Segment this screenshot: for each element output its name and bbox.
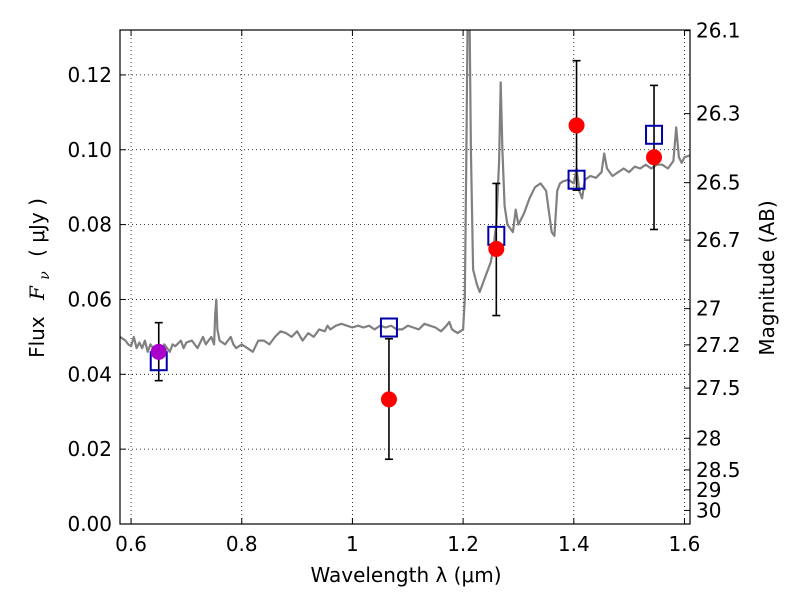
x-tick-label: 0.8 [226,532,258,556]
x-tick-label: 0.6 [115,532,147,556]
observed-point [150,343,167,360]
plot-frame [119,29,691,525]
observed-point [380,391,397,408]
x-tick-label: 1.2 [447,532,479,556]
right-tick-label: 28.5 [696,458,741,482]
svg-text:Flux F ν ( μ: Flux F ν ( μJy ) [25,198,54,358]
right-axis-label: Magnitude (AB) [755,200,779,355]
photometry-square [379,317,398,338]
spectrum-line [120,30,690,353]
right-tick-label: 27.5 [696,376,741,400]
y-tick-label: 0.00 [67,512,112,536]
right-tick-label: 29 [696,478,721,502]
right-tick-label: 26.1 [696,19,741,43]
observed-point [488,240,505,257]
x-tick-label: 1.6 [669,532,701,556]
y-tick-label: 0.04 [67,362,112,386]
right-tick-label: 27.2 [696,333,741,357]
observed-point [646,149,663,166]
y-axis-label-prefix: Flux [25,316,49,358]
photometry-square [567,169,586,190]
photometry-square [645,124,664,145]
y-tick-label: 0.12 [67,63,112,87]
y-axis-label-symbol: F [25,285,49,301]
ticks: 0.6 0.8 1 1.2 1.4 1.6 0.00 0.02 0.04 0.06 0.08 0.10… [67,19,740,556]
right-tick-label: 26.5 [696,171,741,195]
right-tick-label: 28 [696,426,721,450]
right-tick-label: 30 [696,498,721,522]
y-tick-label: 0.02 [67,437,112,461]
y-axis-label-unit: ( μJy ) [25,198,49,257]
x-tick-label: 1.4 [558,532,590,556]
y-axis-label-subscript: ν [37,271,53,280]
x-tick-label: 1 [346,532,359,556]
y-tick-label: 0.06 [67,287,112,311]
spectrum-series [120,30,690,353]
y-tick-label: 0.08 [67,213,112,237]
right-tick-label: 27 [696,297,721,321]
grid [120,30,690,525]
svg-text:Magnitude (AB): Magnitude (AB) [755,200,779,355]
x-axis-label: Wavelength λ (μm) [310,563,501,587]
y-axis-label: Flux F ν ( μJy ) [25,198,54,358]
right-tick-label: 26.7 [696,228,741,252]
observed-point [568,117,585,134]
markers [149,117,664,408]
right-tick-label: 26.3 [696,102,741,126]
y-tick-label: 0.10 [67,138,112,162]
